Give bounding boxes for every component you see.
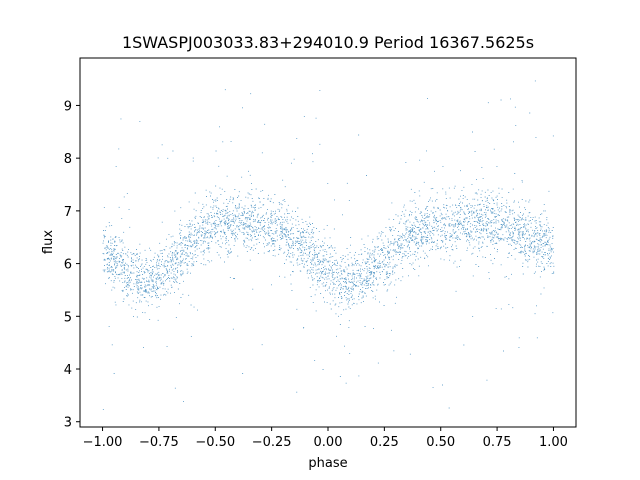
x-tick-label: −0.50 <box>195 435 235 450</box>
y-tick-label: 7 <box>64 205 72 220</box>
data-points <box>102 80 555 411</box>
y-axis-label: flux <box>41 230 56 254</box>
x-tick-label: 0.00 <box>314 435 343 450</box>
x-tick-label: 0.75 <box>483 435 512 450</box>
plot-frame <box>79 57 577 428</box>
y-tick-label: 9 <box>64 99 72 114</box>
x-tick-label: 0.50 <box>426 435 455 450</box>
x-tick-label: 1.00 <box>539 435 568 450</box>
x-tick-label: 0.25 <box>370 435 399 450</box>
x-tick-label: −0.75 <box>139 435 179 450</box>
x-axis: −1.00 −0.75 −0.50 −0.25 0.00 0.25 0.50 0.75 1.00 <box>83 427 568 450</box>
scatter-points <box>102 80 555 411</box>
x-tick-label: −0.25 <box>252 435 292 450</box>
chart-title: 1SWASPJ003033.83+294010.9 Period 16367.5… <box>122 33 534 52</box>
y-axis: 3 4 5 6 7 8 9 <box>64 99 80 431</box>
y-tick-label: 5 <box>64 310 72 325</box>
y-tick-label: 8 <box>64 152 72 167</box>
y-tick-label: 3 <box>64 416 72 431</box>
y-tick-label: 6 <box>64 258 72 273</box>
x-tick-label: −1.00 <box>83 435 123 450</box>
y-tick-label: 4 <box>64 363 72 378</box>
x-axis-label: phase <box>308 456 347 471</box>
